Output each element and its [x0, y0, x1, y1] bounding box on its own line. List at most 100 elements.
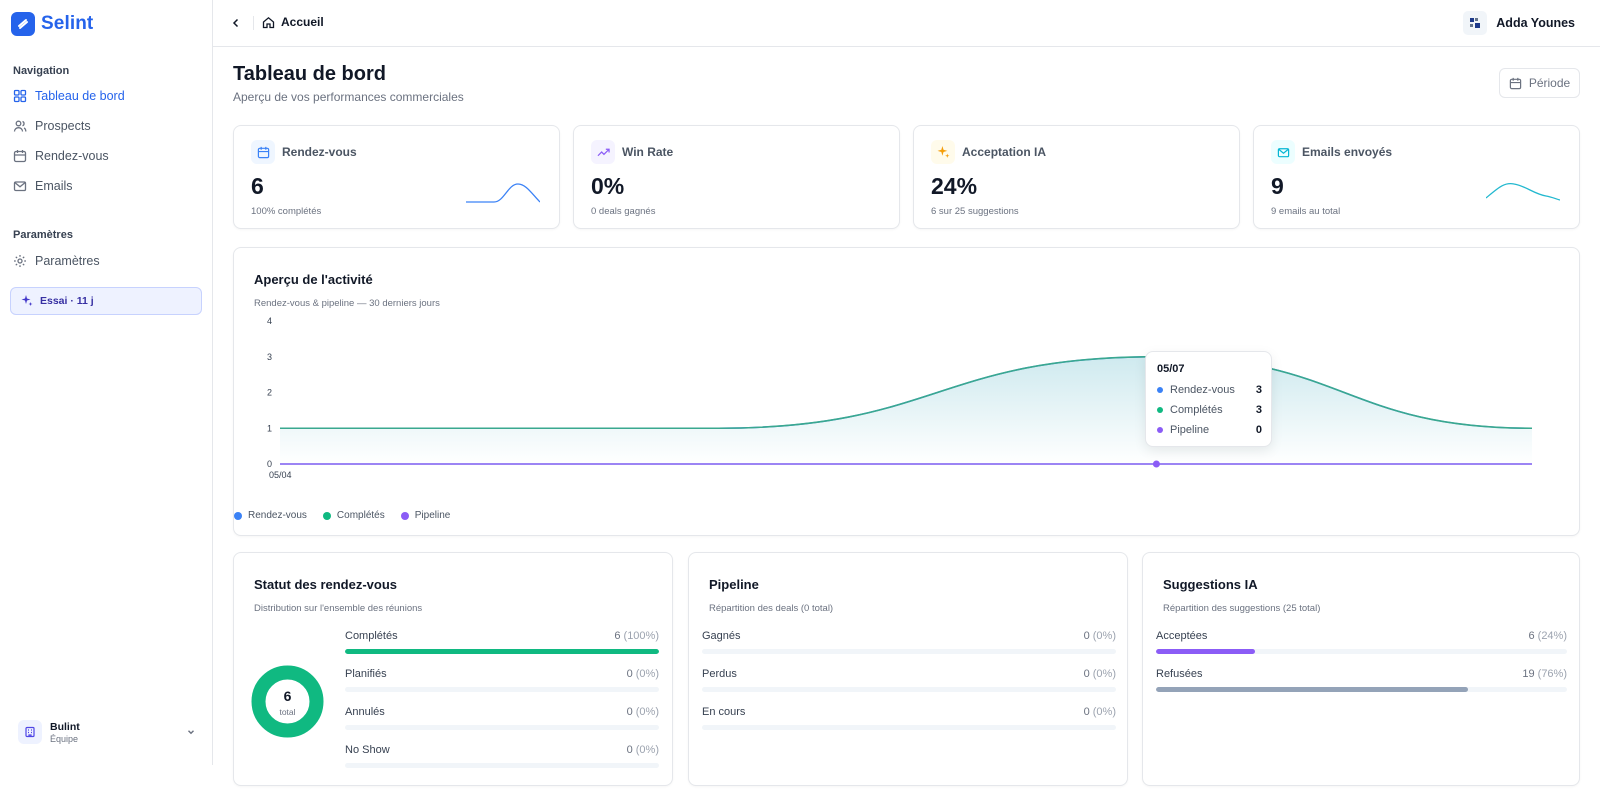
activity-chart-card: Aperçu de l'activité Rendez-vous & pipel…	[233, 247, 1580, 536]
bar-label: Refusées	[1156, 668, 1203, 680]
bar-label: Annulés	[345, 706, 385, 718]
bar-row: Acceptées 6 (24%)	[1156, 630, 1567, 654]
stat-label: Win Rate	[622, 145, 674, 159]
team-name: Bulint	[50, 720, 80, 733]
legend-item-completes[interactable]: Complétés	[322, 510, 385, 521]
calendar-icon	[13, 150, 27, 163]
bar-value: 0	[1083, 668, 1090, 680]
bar-value: 0	[1083, 706, 1090, 718]
avatar-icon	[1470, 18, 1481, 28]
team-switcher[interactable]: Bulint Équipe	[18, 720, 196, 744]
bar-head: Annulés 0 (0%)	[345, 706, 659, 718]
bar-row: No Show 0 (0%)	[345, 744, 659, 768]
users-icon	[13, 120, 27, 132]
bar-head: En cours 0 (0%)	[702, 706, 1116, 718]
mail-icon	[13, 181, 27, 192]
bar-label: Perdus	[702, 668, 737, 680]
period-button[interactable]: Période	[1499, 68, 1580, 98]
chart-tooltip: 05/07 Rendez-vous 3 Complétés 3 Pipeline 0	[1145, 351, 1272, 447]
legend-label: Rendez-vous	[248, 510, 307, 521]
activity-chart: 0 1 2 3 4 05/04	[267, 316, 1533, 480]
section-subtitle: Répartition des suggestions (25 total)	[1163, 603, 1321, 614]
progress-track	[702, 649, 1116, 654]
legend-dot	[234, 511, 242, 520]
stat-card-emails: Emails envoyés 9 9 emails au total	[1253, 125, 1580, 229]
page-title: Tableau de bord	[233, 63, 386, 85]
bar-row: Planifiés 0 (0%)	[345, 668, 659, 692]
bar-percent: (100%)	[623, 630, 659, 642]
building-icon	[18, 720, 42, 744]
bar-percent: (0%)	[635, 706, 659, 718]
stat-label: Emails envoyés	[1302, 145, 1393, 159]
legend-label: Pipeline	[414, 510, 451, 521]
stat-card-rendez-vous: Rendez-vous 6 100% complétés	[233, 125, 560, 229]
bar-label: Planifiés	[345, 668, 387, 680]
sidebar-item-label: Tableau de bord	[35, 89, 125, 103]
legend-dot	[1157, 407, 1163, 413]
progress-track	[345, 649, 659, 654]
progress-track	[345, 725, 659, 730]
sidebar-item-label: Paramètres	[35, 254, 100, 268]
brand[interactable]: Selint	[11, 12, 93, 36]
tooltip-label: Rendez-vous	[1170, 384, 1235, 396]
sidebar-item-settings[interactable]: Paramètres	[13, 254, 100, 268]
y-tick-label: 0	[267, 459, 272, 469]
stat-value: 6	[251, 173, 264, 199]
stat-card-acceptation-ia: Acceptation IA 24% 6 sur 25 suggestions	[913, 125, 1240, 229]
tooltip-date: 05/07	[1157, 363, 1185, 375]
period-label: Période	[1528, 76, 1571, 90]
tooltip-row: Pipeline 0	[1157, 424, 1262, 436]
donut-label: total	[279, 707, 296, 717]
bar-value: 0	[626, 744, 633, 756]
y-tick-label: 1	[267, 423, 272, 433]
gear-icon	[14, 255, 26, 267]
section-subtitle: Distribution sur l'ensemble des réunions	[254, 603, 423, 614]
sidebar-item-dashboard[interactable]: Tableau de bord	[13, 89, 125, 103]
pipeline-card: Pipeline Répartition des deals (0 total)…	[688, 552, 1128, 786]
bar-head: Gagnés 0 (0%)	[702, 630, 1116, 642]
sidebar-item-prospects[interactable]: Prospects	[13, 119, 91, 133]
progress-fill	[1156, 649, 1255, 654]
tooltip-value: 0	[1255, 424, 1262, 436]
chevron-left-icon[interactable]	[229, 16, 243, 30]
breadcrumb[interactable]: Accueil	[262, 15, 324, 29]
legend-item-rendez-vous[interactable]: Rendez-vous	[234, 510, 307, 521]
section-title: Suggestions IA	[1163, 577, 1258, 592]
nav-section-label: Navigation	[13, 65, 70, 77]
donut-value: 6	[283, 688, 292, 704]
sidebar-item-emails[interactable]: Emails	[13, 179, 73, 193]
bar-row: En cours 0 (0%)	[702, 706, 1116, 730]
legend-item-pipeline[interactable]: Pipeline	[400, 510, 451, 521]
stat-sub: 6 sur 25 suggestions	[931, 206, 1019, 217]
user-name: Adda Younes	[1496, 16, 1575, 30]
trending-up-icon	[591, 140, 615, 164]
stat-value: 24%	[931, 173, 978, 199]
bar-value: 0	[1083, 630, 1090, 642]
bar-row: Gagnés 0 (0%)	[702, 630, 1116, 654]
tooltip-label: Complétés	[1170, 404, 1223, 416]
sidebar-item-label: Rendez-vous	[35, 149, 109, 163]
sidebar: Selint Navigation Tableau de bord Prospe…	[0, 0, 213, 765]
stat-value: 0%	[591, 173, 625, 199]
home-icon	[262, 16, 275, 28]
bar-percent: (0%)	[635, 744, 659, 756]
sidebar-item-rendez-vous[interactable]: Rendez-vous	[13, 149, 109, 163]
tooltip-row: Rendez-vous 3	[1157, 384, 1262, 396]
legend-dot	[1157, 427, 1163, 433]
legend-dot	[1157, 387, 1163, 393]
bar-percent: (0%)	[1092, 630, 1116, 642]
sparkline	[466, 183, 540, 203]
bar-label: Acceptées	[1156, 630, 1208, 642]
trial-badge[interactable]: Essai · 11 j	[10, 287, 202, 315]
progress-track	[1156, 687, 1567, 692]
stat-label: Acceptation IA	[962, 145, 1047, 159]
bar-percent: (76%)	[1537, 668, 1567, 680]
dashboard-icon	[13, 89, 27, 103]
user-menu[interactable]: Adda Younes	[1463, 11, 1575, 35]
bar-value: 6	[1528, 630, 1535, 642]
y-tick-label: 3	[267, 352, 272, 362]
calendar-icon	[251, 140, 275, 164]
bar-head: No Show 0 (0%)	[345, 744, 659, 756]
tooltip-value: 3	[1255, 384, 1262, 396]
selint-logo-icon	[11, 12, 35, 36]
